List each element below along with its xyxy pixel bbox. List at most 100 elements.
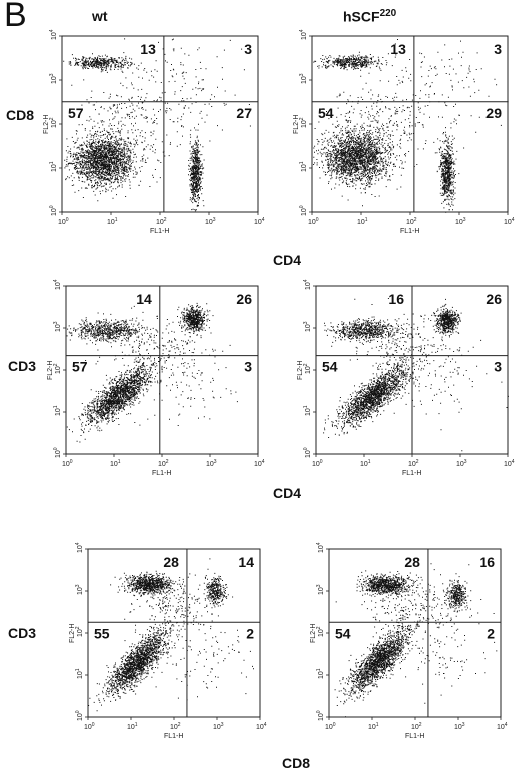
event-dots [66, 302, 238, 443]
y-tick-label: 104 [303, 279, 312, 290]
y-tick-label: 103 [303, 321, 312, 332]
column-header-hscf220: hSCF220 [343, 8, 396, 25]
column-header-label: wt [92, 8, 108, 24]
y-axis-title: FL2-H [43, 115, 50, 134]
event-dots [323, 298, 509, 452]
x-axis-title: FL1-H [405, 733, 424, 740]
x-tick-label: 100 [325, 722, 336, 731]
x-tick-label: 101 [357, 217, 368, 226]
y-axis-title: FL2-H [293, 115, 300, 134]
y-tick-label: 103 [316, 584, 325, 595]
quadrant-upper-right-value: 3 [244, 41, 252, 57]
x-tick-label: 104 [504, 217, 515, 226]
y-tick-label: 104 [316, 542, 325, 553]
y-axis-title: FL2-H [47, 361, 54, 380]
y-tick-label: 103 [53, 321, 62, 332]
quadrant-upper-right-value: 26 [236, 291, 252, 307]
y-tick-label: 100 [299, 205, 308, 216]
plot-frame [87, 548, 261, 718]
y-tick-label: 104 [299, 29, 308, 40]
x-tick-label: 103 [455, 217, 466, 226]
y-tick-label: 101 [303, 405, 312, 416]
quadrant-lower-left-value: 57 [72, 359, 88, 375]
y-tick-label: 100 [316, 710, 325, 721]
row-y-label: CD8 [6, 107, 35, 123]
y-tick-label: 102 [53, 363, 62, 374]
row-x-label: CD8 [282, 755, 311, 771]
y-tick-label: 101 [53, 405, 62, 416]
quadrant-upper-left-value: 16 [388, 291, 404, 307]
quadrant-lower-left-value: 54 [335, 625, 351, 641]
x-axis-title: FL1-H [150, 228, 169, 235]
quadrant-lower-right-value: 2 [246, 625, 254, 641]
quadrant-lower-right-value: 2 [487, 625, 495, 641]
x-tick-label: 104 [504, 459, 515, 468]
y-axis-title: FL2-H [297, 361, 304, 380]
x-axis-title: FL1-H [152, 470, 171, 477]
x-tick-label: 104 [497, 722, 508, 731]
x-tick-label: 100 [58, 217, 69, 226]
x-tick-label: 101 [360, 459, 371, 468]
x-tick-label: 103 [205, 217, 216, 226]
x-tick-label: 104 [254, 217, 265, 226]
x-tick-label: 101 [107, 217, 118, 226]
quadrant-lower-right-value: 3 [244, 359, 252, 375]
quadrant-lower-left-value: 55 [94, 625, 110, 641]
quadrant-upper-left-value: 28 [404, 554, 420, 570]
x-tick-label: 103 [213, 722, 224, 731]
y-tick-label: 103 [49, 73, 58, 84]
y-tick-label: 100 [49, 205, 58, 216]
event-dots [88, 558, 254, 712]
x-tick-label: 103 [454, 722, 465, 731]
row-y-label: CD3 [8, 358, 37, 374]
x-tick-label: 104 [254, 459, 265, 468]
x-tick-label: 101 [368, 722, 379, 731]
y-axis-title: FL2-H [310, 624, 317, 643]
x-tick-label: 100 [312, 459, 323, 468]
x-axis-title: FL1-H [402, 470, 421, 477]
y-axis-title: FL2-H [69, 624, 76, 643]
panel-letter: B [4, 0, 27, 34]
event-dots [63, 38, 251, 212]
quadrant-upper-left-value: 13 [140, 41, 156, 57]
y-tick-label: 102 [299, 117, 308, 128]
quadrant-lower-right-value: 27 [236, 105, 252, 121]
x-tick-label: 101 [110, 459, 121, 468]
x-tick-label: 102 [406, 217, 417, 226]
y-tick-label: 104 [53, 279, 62, 290]
y-tick-label: 103 [75, 584, 84, 595]
quadrant-lower-right-value: 3 [494, 359, 502, 375]
quadrant-upper-right-value: 14 [238, 554, 254, 570]
x-tick-label: 100 [84, 722, 95, 731]
quadrant-lower-left-value: 54 [322, 359, 338, 375]
quadrant-upper-left-value: 28 [163, 554, 179, 570]
quadrant-upper-right-value: 16 [479, 554, 495, 570]
x-axis-title: FL1-H [164, 733, 183, 740]
quadrant-upper-left-value: 13 [390, 41, 406, 57]
y-tick-label: 102 [49, 117, 58, 128]
y-tick-label: 100 [75, 710, 84, 721]
x-tick-label: 100 [62, 459, 73, 468]
x-tick-label: 103 [206, 459, 217, 468]
quadrant-upper-right-value: 3 [494, 41, 502, 57]
column-header-superscript: 220 [379, 8, 397, 19]
column-header-label: hSCF [343, 8, 380, 25]
quadrant-lower-left-value: 54 [318, 105, 334, 121]
quadrant-upper-right-value: 26 [486, 291, 502, 307]
x-tick-label: 101 [127, 722, 138, 731]
quadrant-lower-right-value: 29 [486, 105, 502, 121]
y-tick-label: 100 [303, 447, 312, 458]
y-tick-label: 101 [49, 161, 58, 172]
y-tick-label: 103 [299, 73, 308, 84]
y-tick-label: 104 [49, 29, 58, 40]
y-tick-label: 104 [75, 542, 84, 553]
x-tick-label: 102 [156, 217, 167, 226]
row-y-label: CD3 [8, 625, 37, 641]
x-tick-label: 102 [158, 459, 169, 468]
quadrant-lower-left-value: 57 [68, 105, 84, 121]
